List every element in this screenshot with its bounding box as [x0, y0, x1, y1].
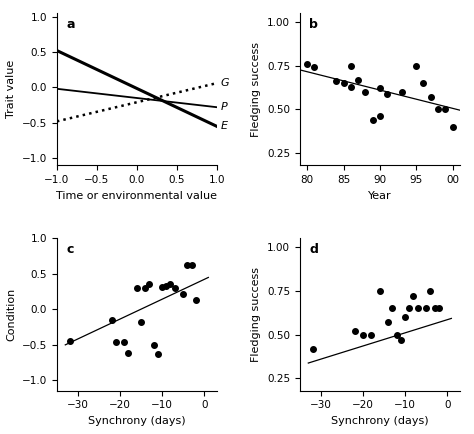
Point	[393, 331, 401, 338]
X-axis label: Year: Year	[368, 191, 392, 201]
Text: E: E	[221, 122, 228, 132]
Point	[158, 283, 166, 290]
Point	[369, 116, 376, 123]
Point	[347, 62, 355, 69]
Y-axis label: Trait value: Trait value	[6, 60, 16, 118]
X-axis label: Synchrony (days): Synchrony (days)	[88, 416, 186, 426]
Point	[120, 339, 128, 346]
Point	[362, 88, 369, 95]
Point	[163, 283, 170, 289]
Point	[354, 76, 362, 83]
Point	[332, 78, 340, 85]
Point	[125, 350, 132, 357]
Point	[441, 106, 449, 113]
Text: a: a	[66, 18, 75, 30]
Point	[389, 305, 396, 312]
Text: b: b	[310, 18, 319, 30]
Point	[410, 293, 417, 299]
Point	[412, 62, 420, 69]
Point	[384, 319, 392, 326]
Point	[137, 319, 145, 326]
Y-axis label: Fledging success: Fledging success	[252, 42, 262, 137]
Point	[422, 305, 430, 312]
Point	[434, 106, 442, 113]
Point	[146, 281, 153, 288]
Point	[376, 113, 383, 120]
Point	[383, 90, 391, 97]
Point	[171, 284, 179, 291]
Point	[141, 284, 149, 291]
Point	[351, 328, 358, 335]
Point	[112, 339, 119, 346]
Point	[150, 341, 157, 348]
Point	[108, 316, 115, 323]
Point	[449, 123, 456, 130]
Y-axis label: Fledging success: Fledging success	[252, 267, 262, 362]
Point	[179, 290, 187, 297]
Point	[183, 262, 191, 269]
Point	[310, 64, 318, 71]
Point	[435, 305, 443, 312]
X-axis label: Synchrony (days): Synchrony (days)	[331, 416, 428, 426]
Y-axis label: Condition: Condition	[6, 288, 16, 341]
Text: c: c	[66, 243, 74, 256]
Point	[340, 79, 347, 86]
Point	[419, 79, 427, 86]
Point	[368, 331, 375, 338]
Point	[309, 345, 316, 352]
X-axis label: Time or environmental value: Time or environmental value	[56, 191, 217, 201]
Point	[401, 314, 409, 321]
Point	[133, 284, 141, 291]
Text: P: P	[221, 102, 228, 112]
Point	[376, 85, 383, 92]
Point	[66, 338, 73, 345]
Point	[427, 94, 435, 101]
Point	[188, 262, 195, 269]
Point	[431, 305, 438, 312]
Point	[167, 281, 174, 288]
Point	[359, 331, 367, 338]
Point	[398, 88, 405, 95]
Text: d: d	[310, 243, 319, 256]
Point	[427, 287, 434, 294]
Point	[376, 287, 383, 294]
Point	[414, 305, 421, 312]
Point	[347, 83, 355, 90]
Point	[397, 336, 405, 343]
Point	[154, 350, 162, 357]
Point	[192, 296, 200, 303]
Text: G: G	[221, 78, 229, 88]
Point	[303, 60, 311, 67]
Point	[405, 305, 413, 312]
